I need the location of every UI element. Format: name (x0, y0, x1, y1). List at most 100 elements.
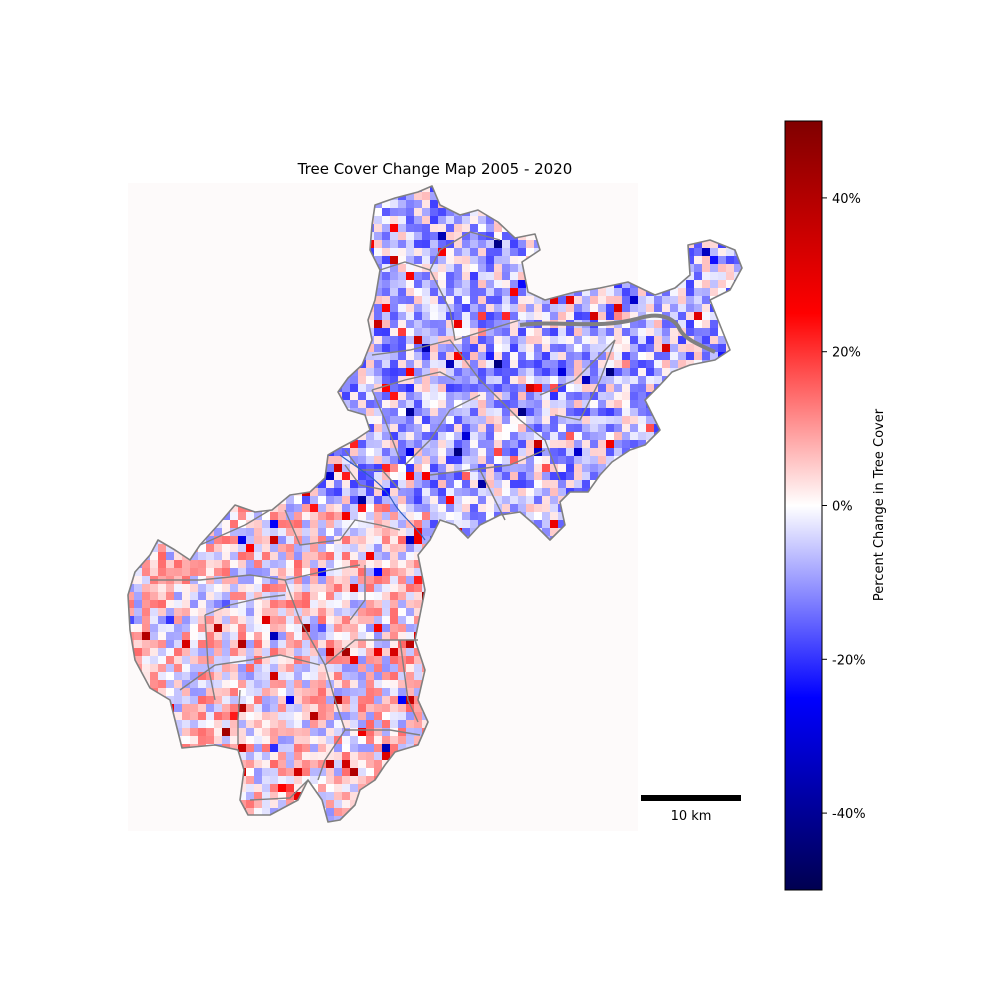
raster-cell (398, 456, 406, 464)
raster-cell (574, 400, 582, 408)
raster-cell (630, 296, 638, 304)
raster-cell (478, 296, 486, 304)
raster-cell (550, 464, 558, 472)
raster-cell (302, 608, 310, 616)
raster-cell (374, 600, 382, 608)
raster-cell (382, 464, 390, 472)
raster-cell (214, 648, 222, 656)
raster-cell (406, 560, 414, 568)
raster-cell (406, 528, 414, 536)
raster-cell (710, 560, 718, 568)
raster-cell (742, 184, 750, 192)
raster-cell (302, 504, 310, 512)
raster-cell (398, 408, 406, 416)
raster-cell (390, 416, 398, 424)
raster-cell (558, 312, 566, 320)
raster-cell (734, 560, 742, 568)
raster-cell (382, 360, 390, 368)
raster-cell (462, 392, 470, 400)
raster-cell (150, 648, 158, 656)
raster-cell (182, 672, 190, 680)
raster-cell (558, 512, 566, 520)
raster-cell (742, 192, 750, 200)
raster-cell (654, 512, 662, 520)
raster-cell (534, 464, 542, 472)
raster-cell (142, 568, 150, 576)
raster-cell (310, 624, 318, 632)
raster-cell (278, 632, 286, 640)
raster-cell (414, 424, 422, 432)
raster-cell (686, 376, 694, 384)
raster-cell (734, 624, 742, 632)
raster-cell (630, 384, 638, 392)
raster-cell (694, 456, 702, 464)
raster-cell (230, 544, 238, 552)
raster-cell (182, 688, 190, 696)
raster-cell (550, 408, 558, 416)
raster-cell (382, 616, 390, 624)
raster-cell (430, 400, 438, 408)
raster-cell (710, 632, 718, 640)
raster-cell (510, 392, 518, 400)
raster-cell (142, 640, 150, 648)
raster-cell (230, 680, 238, 688)
raster-cell (638, 272, 646, 280)
raster-cell (638, 368, 646, 376)
raster-cell (606, 296, 614, 304)
raster-cell (678, 584, 686, 592)
raster-cell (462, 312, 470, 320)
raster-cell (550, 528, 558, 536)
raster-cell (718, 528, 726, 536)
raster-cell (598, 336, 606, 344)
raster-cell (710, 544, 718, 552)
raster-cell (694, 296, 702, 304)
raster-cell (718, 248, 726, 256)
raster-cell (710, 336, 718, 344)
raster-cell (478, 288, 486, 296)
raster-cell (238, 640, 246, 648)
raster-cell (726, 528, 734, 536)
raster-cell (606, 400, 614, 408)
raster-cell (510, 304, 518, 312)
raster-cell (350, 592, 358, 600)
raster-cell (438, 480, 446, 488)
raster-cell (462, 304, 470, 312)
raster-cell (486, 304, 494, 312)
raster-cell (358, 520, 366, 528)
raster-cell (494, 336, 502, 344)
raster-cell (606, 432, 614, 440)
raster-cell (438, 272, 446, 280)
raster-cell (646, 616, 654, 624)
raster-cell (686, 208, 694, 216)
raster-cell (710, 200, 718, 208)
raster-cell (398, 232, 406, 240)
raster-cell (382, 688, 390, 696)
raster-cell (422, 472, 430, 480)
raster-cell (406, 376, 414, 384)
raster-cell (446, 456, 454, 464)
raster-cell (278, 584, 286, 592)
raster-cell (718, 504, 726, 512)
raster-cell (566, 352, 574, 360)
raster-cell (366, 560, 374, 568)
raster-cell (574, 408, 582, 416)
raster-cell (638, 680, 646, 688)
raster-cell (614, 352, 622, 360)
raster-cell (534, 400, 542, 408)
raster-cell (390, 408, 398, 416)
raster-cell (302, 512, 310, 520)
raster-cell (398, 368, 406, 376)
raster-cell (662, 352, 670, 360)
raster-cell (686, 256, 694, 264)
raster-cell (438, 392, 446, 400)
raster-cell (734, 472, 742, 480)
raster-cell (646, 448, 654, 456)
raster-cell (646, 192, 654, 200)
raster-cell (158, 600, 166, 608)
raster-cell (718, 360, 726, 368)
raster-cell (310, 688, 318, 696)
raster-cell (510, 328, 518, 336)
raster-cell (710, 192, 718, 200)
raster-cell (654, 186, 662, 192)
raster-cell (198, 584, 206, 592)
